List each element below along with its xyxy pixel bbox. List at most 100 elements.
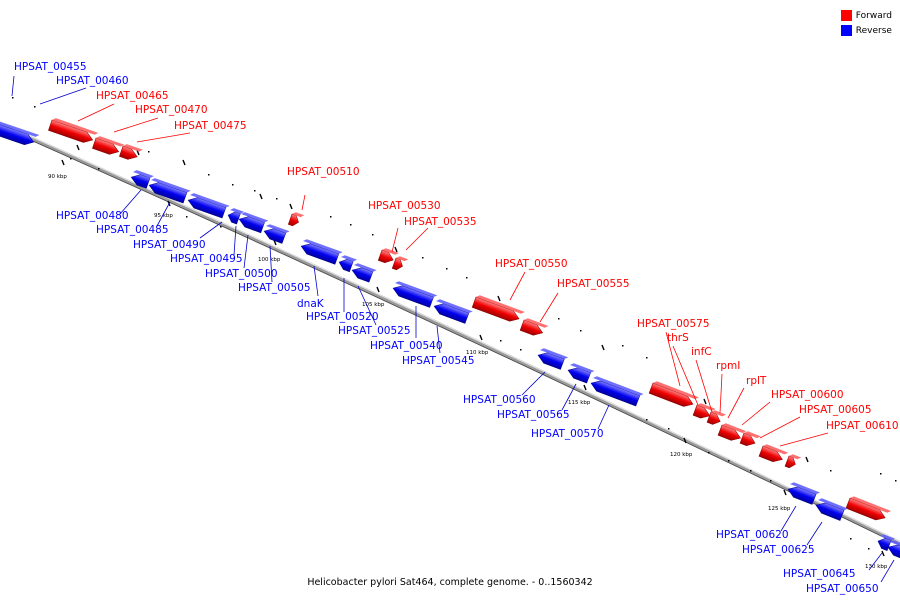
gene-arrow-hpsat-00475 <box>119 144 143 160</box>
gene-arrow-hpsat-00555 <box>519 318 549 336</box>
gene-label-hpsat-00645: HPSAT_00645 <box>783 568 856 580</box>
gene-arrow-hpsat-00455 <box>0 120 40 145</box>
track-dots <box>12 97 897 550</box>
gene-label-hpsat-00485: HPSAT_00485 <box>96 224 169 236</box>
gene-label-hpsat-00650: HPSAT_00650 <box>806 583 879 595</box>
gene-label-hpsat-00575: HPSAT_00575 <box>637 318 710 330</box>
gene-label-hpsat-00495: HPSAT_00495 <box>170 253 243 265</box>
gene-arrow-dnak <box>300 239 343 265</box>
gene-label-rpmi: rpmI <box>716 360 740 372</box>
gene-label-hpsat-00535: HPSAT_00535 <box>404 216 477 228</box>
gene-arrow-hpsat-00570 <box>590 376 644 407</box>
leader-line-hpsat-00575 <box>665 331 681 387</box>
genome-backbone <box>0 122 900 546</box>
gene-arrow-hpsat-00500 <box>238 212 269 234</box>
leader-line-hpsat-00610 <box>779 432 829 447</box>
legend-label-reverse: Reverse <box>855 25 892 36</box>
gene-arrow-hpsat-00645 <box>877 534 896 551</box>
tick-label-110: 110 kbp <box>466 350 489 356</box>
tick-label-100: 100 kbp <box>258 257 281 263</box>
leader-line-hpsat-00625 <box>806 521 823 546</box>
leader-line-hpsat-00545 <box>436 325 441 354</box>
gene-arrow-rplt <box>739 431 761 447</box>
gene-label-hpsat-00505: HPSAT_00505 <box>238 282 311 294</box>
tick-label-115: 115 kbp <box>568 400 591 406</box>
leader-line-hpsat-00560 <box>521 371 546 396</box>
gene-label-hpsat-00465: HPSAT_00465 <box>96 90 169 102</box>
gene-arrow-hpsat-00545 <box>433 299 473 324</box>
gene-label-thrs: thrS <box>667 332 689 344</box>
leader-line-hpsat-00550 <box>509 271 526 301</box>
tick-label-120: 120 kbp <box>670 452 693 458</box>
leader-line-hpsat-00570 <box>597 404 610 430</box>
forward-swatch <box>840 10 852 21</box>
leader-line-hpsat-00605 <box>759 416 801 439</box>
gene-label-hpsat-00555: HPSAT_00555 <box>557 278 630 290</box>
leader-line-hpsat-00490 <box>199 221 223 239</box>
gene-arrow-hpsat-00625 <box>815 498 848 521</box>
gene-arrow-hpsat-00605 <box>784 454 802 469</box>
leader-line-hpsat-00530 <box>391 227 399 253</box>
gene-arrow-hpsat-00540 <box>392 281 438 308</box>
gene-label-hpsat-00510: HPSAT_00510 <box>287 166 360 178</box>
gene-label-hpsat-00620: HPSAT_00620 <box>716 529 789 541</box>
gene-label-hpsat-00520: HPSAT_00520 <box>306 311 379 323</box>
gene-label-hpsat-00530: HPSAT_00530 <box>368 200 441 212</box>
leader-line-hpsat-00645 <box>868 552 883 571</box>
gene-arrow-hpsat-00550 <box>471 295 525 322</box>
gene-arrow-hpsat-00600 <box>758 444 789 462</box>
legend-item-forward: Forward <box>840 8 892 23</box>
leader-line-hpsat-00500 <box>243 234 249 269</box>
gene-arrow-hpsat-00620 <box>787 482 820 505</box>
gene-arrow-hpsat-00470 <box>92 136 125 155</box>
gene-label-dnak: dnaK <box>297 298 325 310</box>
gene-arrow-hpsat-00520 <box>338 255 358 273</box>
leader-line-hpsat-00650 <box>880 559 895 583</box>
gene-label-hpsat-00540: HPSAT_00540 <box>370 340 443 352</box>
legend-item-reverse: Reverse <box>840 23 892 38</box>
scale-ticks: 90 kbp 95 kbp 100 kbp 105 kbp 110 kbp 115 kbp… <box>48 174 888 570</box>
leader-line-hpsat-00465 <box>77 103 115 122</box>
gene-arrow-hpsat-00465 <box>48 118 99 143</box>
gene-label-hpsat-00605: HPSAT_00605 <box>799 404 872 416</box>
gene-arrow-hpsat-00530 <box>377 248 399 264</box>
gene-label-rplt: rplT <box>746 375 767 387</box>
gene-arrow-hpsat-00480 <box>130 170 154 189</box>
gene-arrow-hpsat-00525 <box>351 263 377 283</box>
gene-label-hpsat-00500: HPSAT_00500 <box>205 268 278 280</box>
leader-line-infc <box>695 359 713 413</box>
leader-line-rplt <box>727 387 745 419</box>
gene-arrow-hpsat-00610 <box>845 496 892 521</box>
gene-arrow-hpsat-00565 <box>567 363 595 384</box>
leader-line-hpsat-00480 <box>119 189 142 215</box>
gene-label-hpsat-00600: HPSAT_00600 <box>771 389 844 401</box>
gene-label-hpsat-00545: HPSAT_00545 <box>402 355 475 367</box>
leader-line-hpsat-00555 <box>539 292 559 323</box>
leader-line-hpsat-00485 <box>156 201 171 227</box>
gene-label-hpsat-00610: HPSAT_00610 <box>826 420 899 432</box>
gene-label-hpsat-00625: HPSAT_00625 <box>742 544 815 556</box>
gene-label-hpsat-00490: HPSAT_00490 <box>133 239 206 251</box>
gene-label-hpsat-00570: HPSAT_00570 <box>531 428 604 440</box>
gene-arrow-hpsat-00495 <box>227 208 245 225</box>
genome-caption: Helicobacter pylori Sat464, complete gen… <box>307 577 593 588</box>
gene-arrow-hpsat-00650 <box>887 540 900 559</box>
tick-label-90: 90 kbp <box>48 174 67 180</box>
gene-arrow-hpsat-00505 <box>263 224 290 244</box>
gene-label-hpsat-00480: HPSAT_00480 <box>56 210 129 222</box>
gene-arrow-hpsat-00535 <box>391 256 409 271</box>
gene-arrow-hpsat-00485 <box>148 178 191 204</box>
gene-arrow-hpsat-00510 <box>287 212 305 227</box>
gene-label-hpsat-00525: HPSAT_00525 <box>338 325 411 337</box>
leader-line-hpsat-00475 <box>136 132 191 143</box>
leader-line-hpsat-00455 <box>11 75 15 97</box>
leader-line-hpsat-00460 <box>39 87 87 105</box>
gene-label-infc: infC <box>691 346 712 358</box>
tick-label-130: 130 kbp <box>865 564 888 570</box>
leader-line-hpsat-00470 <box>113 117 159 133</box>
leader-line-dnak <box>313 265 319 297</box>
gene-arrows <box>0 118 900 559</box>
gene-label-hpsat-00460: HPSAT_00460 <box>56 75 129 87</box>
gene-label-hpsat-00470: HPSAT_00470 <box>135 104 208 116</box>
